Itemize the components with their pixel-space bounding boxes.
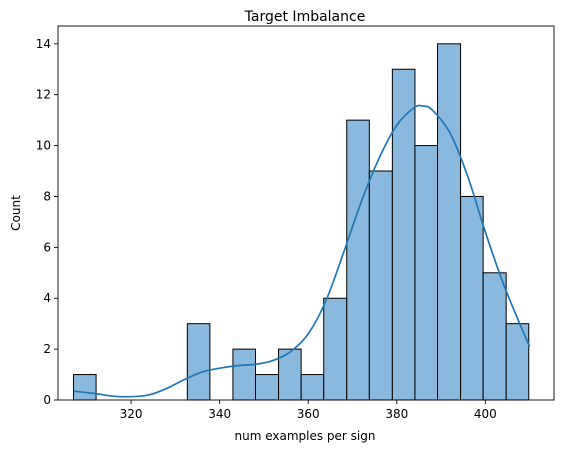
histogram-bar-13 <box>368 170 393 401</box>
y-axis-ticks: 0 2 4 6 8 10 12 14 <box>36 37 58 407</box>
y-tick-label: 12 <box>36 88 51 102</box>
x-tick-label: 360 <box>297 407 320 421</box>
histogram-bar-12 <box>346 119 370 401</box>
chart-title: Target Imbalance <box>244 9 366 25</box>
histogram-bar-11 <box>323 297 348 401</box>
histogram-bar-17 <box>460 195 484 401</box>
histogram-bar-8 <box>255 374 280 401</box>
histogram-bar-0 <box>73 374 97 401</box>
x-tick-label: 400 <box>474 407 497 421</box>
x-tick-label: 320 <box>120 407 143 421</box>
y-tick-label: 10 <box>36 139 51 153</box>
histogram-bar-10 <box>300 374 325 401</box>
y-tick-label: 14 <box>36 37 51 51</box>
histogram-bar-18 <box>482 272 507 401</box>
y-tick-label: 0 <box>43 393 51 407</box>
y-axis-title: Count <box>9 195 23 231</box>
y-tick-label: 2 <box>43 342 51 356</box>
x-tick-label: 380 <box>385 407 408 421</box>
x-axis-title: num examples per sign <box>235 429 376 443</box>
histogram-bar-16 <box>437 43 462 401</box>
x-tick-label: 340 <box>208 407 231 421</box>
y-tick-label: 8 <box>43 189 51 203</box>
y-tick-label: 6 <box>43 240 51 254</box>
x-axis-ticks: 320 340 360 380 400 <box>120 400 497 421</box>
histogram-bar-14 <box>391 68 416 401</box>
kde-curve <box>73 104 531 398</box>
histogram-bars <box>73 43 530 401</box>
plot-frame <box>57 25 555 401</box>
histogram-bar-7 <box>232 348 257 401</box>
histogram-bar-5 <box>186 323 211 401</box>
histogram-bar-15 <box>414 145 439 401</box>
y-tick-label: 4 <box>43 291 51 305</box>
